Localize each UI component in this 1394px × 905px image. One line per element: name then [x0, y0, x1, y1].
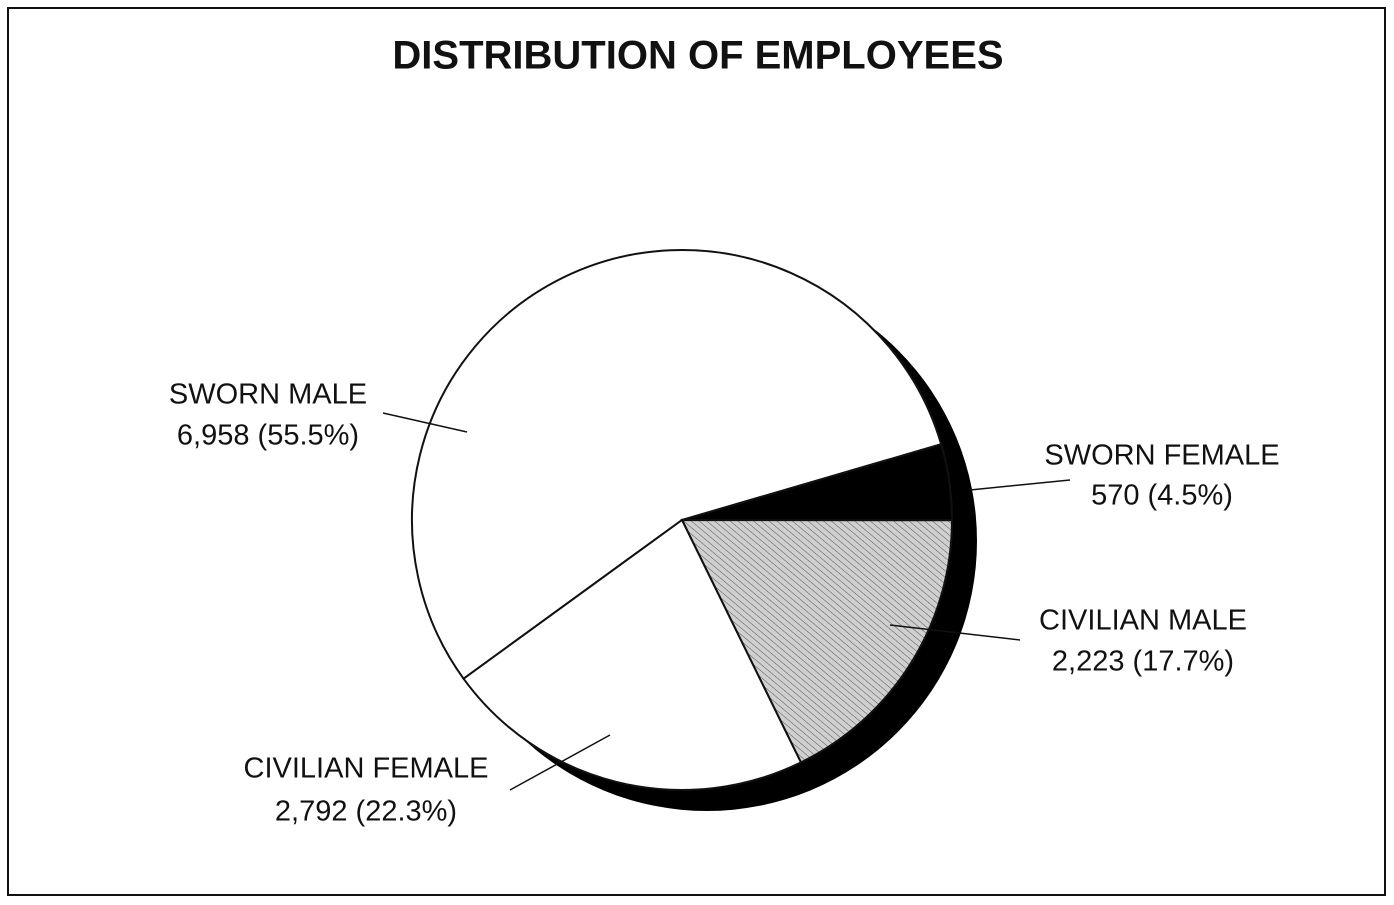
slice-value-label: 2,792 (22.3%) [275, 796, 457, 828]
pie-slice [680, 518, 954, 764]
pie-slice [462, 518, 803, 791]
pie-slice [411, 249, 943, 681]
leader-line [889, 624, 1021, 641]
chart-title: DISTRIBUTION OF EMPLOYEES [392, 34, 1003, 78]
slice-label: CIVILIAN MALE [1039, 605, 1247, 637]
leader-line [509, 734, 611, 791]
slice-value-label: 6,958 (55.5%) [177, 420, 359, 452]
slice-value-label: 2,223 (17.7%) [1052, 646, 1234, 678]
slice-label: SWORN MALE [169, 379, 367, 411]
leader-line [382, 412, 468, 433]
slice-value-label: 570 (4.5%) [1091, 480, 1233, 512]
slice-label: CIVILIAN FEMALE [244, 753, 489, 785]
frame [7, 7, 1386, 896]
leader-line [969, 479, 1071, 491]
slice-label: SWORN FEMALE [1044, 440, 1279, 472]
